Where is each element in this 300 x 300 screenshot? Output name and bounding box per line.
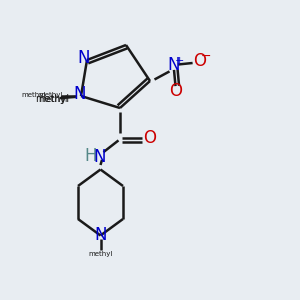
- Text: N: N: [78, 50, 90, 68]
- Text: methyl: methyl: [39, 92, 63, 98]
- Text: N: N: [168, 56, 180, 74]
- Text: O: O: [169, 82, 182, 100]
- Text: methyl: methyl: [35, 94, 70, 104]
- Text: methyl: methyl: [38, 94, 67, 103]
- Text: +: +: [174, 56, 184, 66]
- Text: methyl: methyl: [22, 92, 46, 98]
- Text: N: N: [94, 226, 107, 244]
- Text: N: N: [73, 85, 86, 103]
- Text: N: N: [94, 148, 106, 166]
- Text: O: O: [193, 52, 206, 70]
- Text: O: O: [143, 129, 157, 147]
- Text: H: H: [85, 147, 97, 165]
- Text: −: −: [200, 50, 211, 63]
- Text: methyl: methyl: [88, 251, 113, 257]
